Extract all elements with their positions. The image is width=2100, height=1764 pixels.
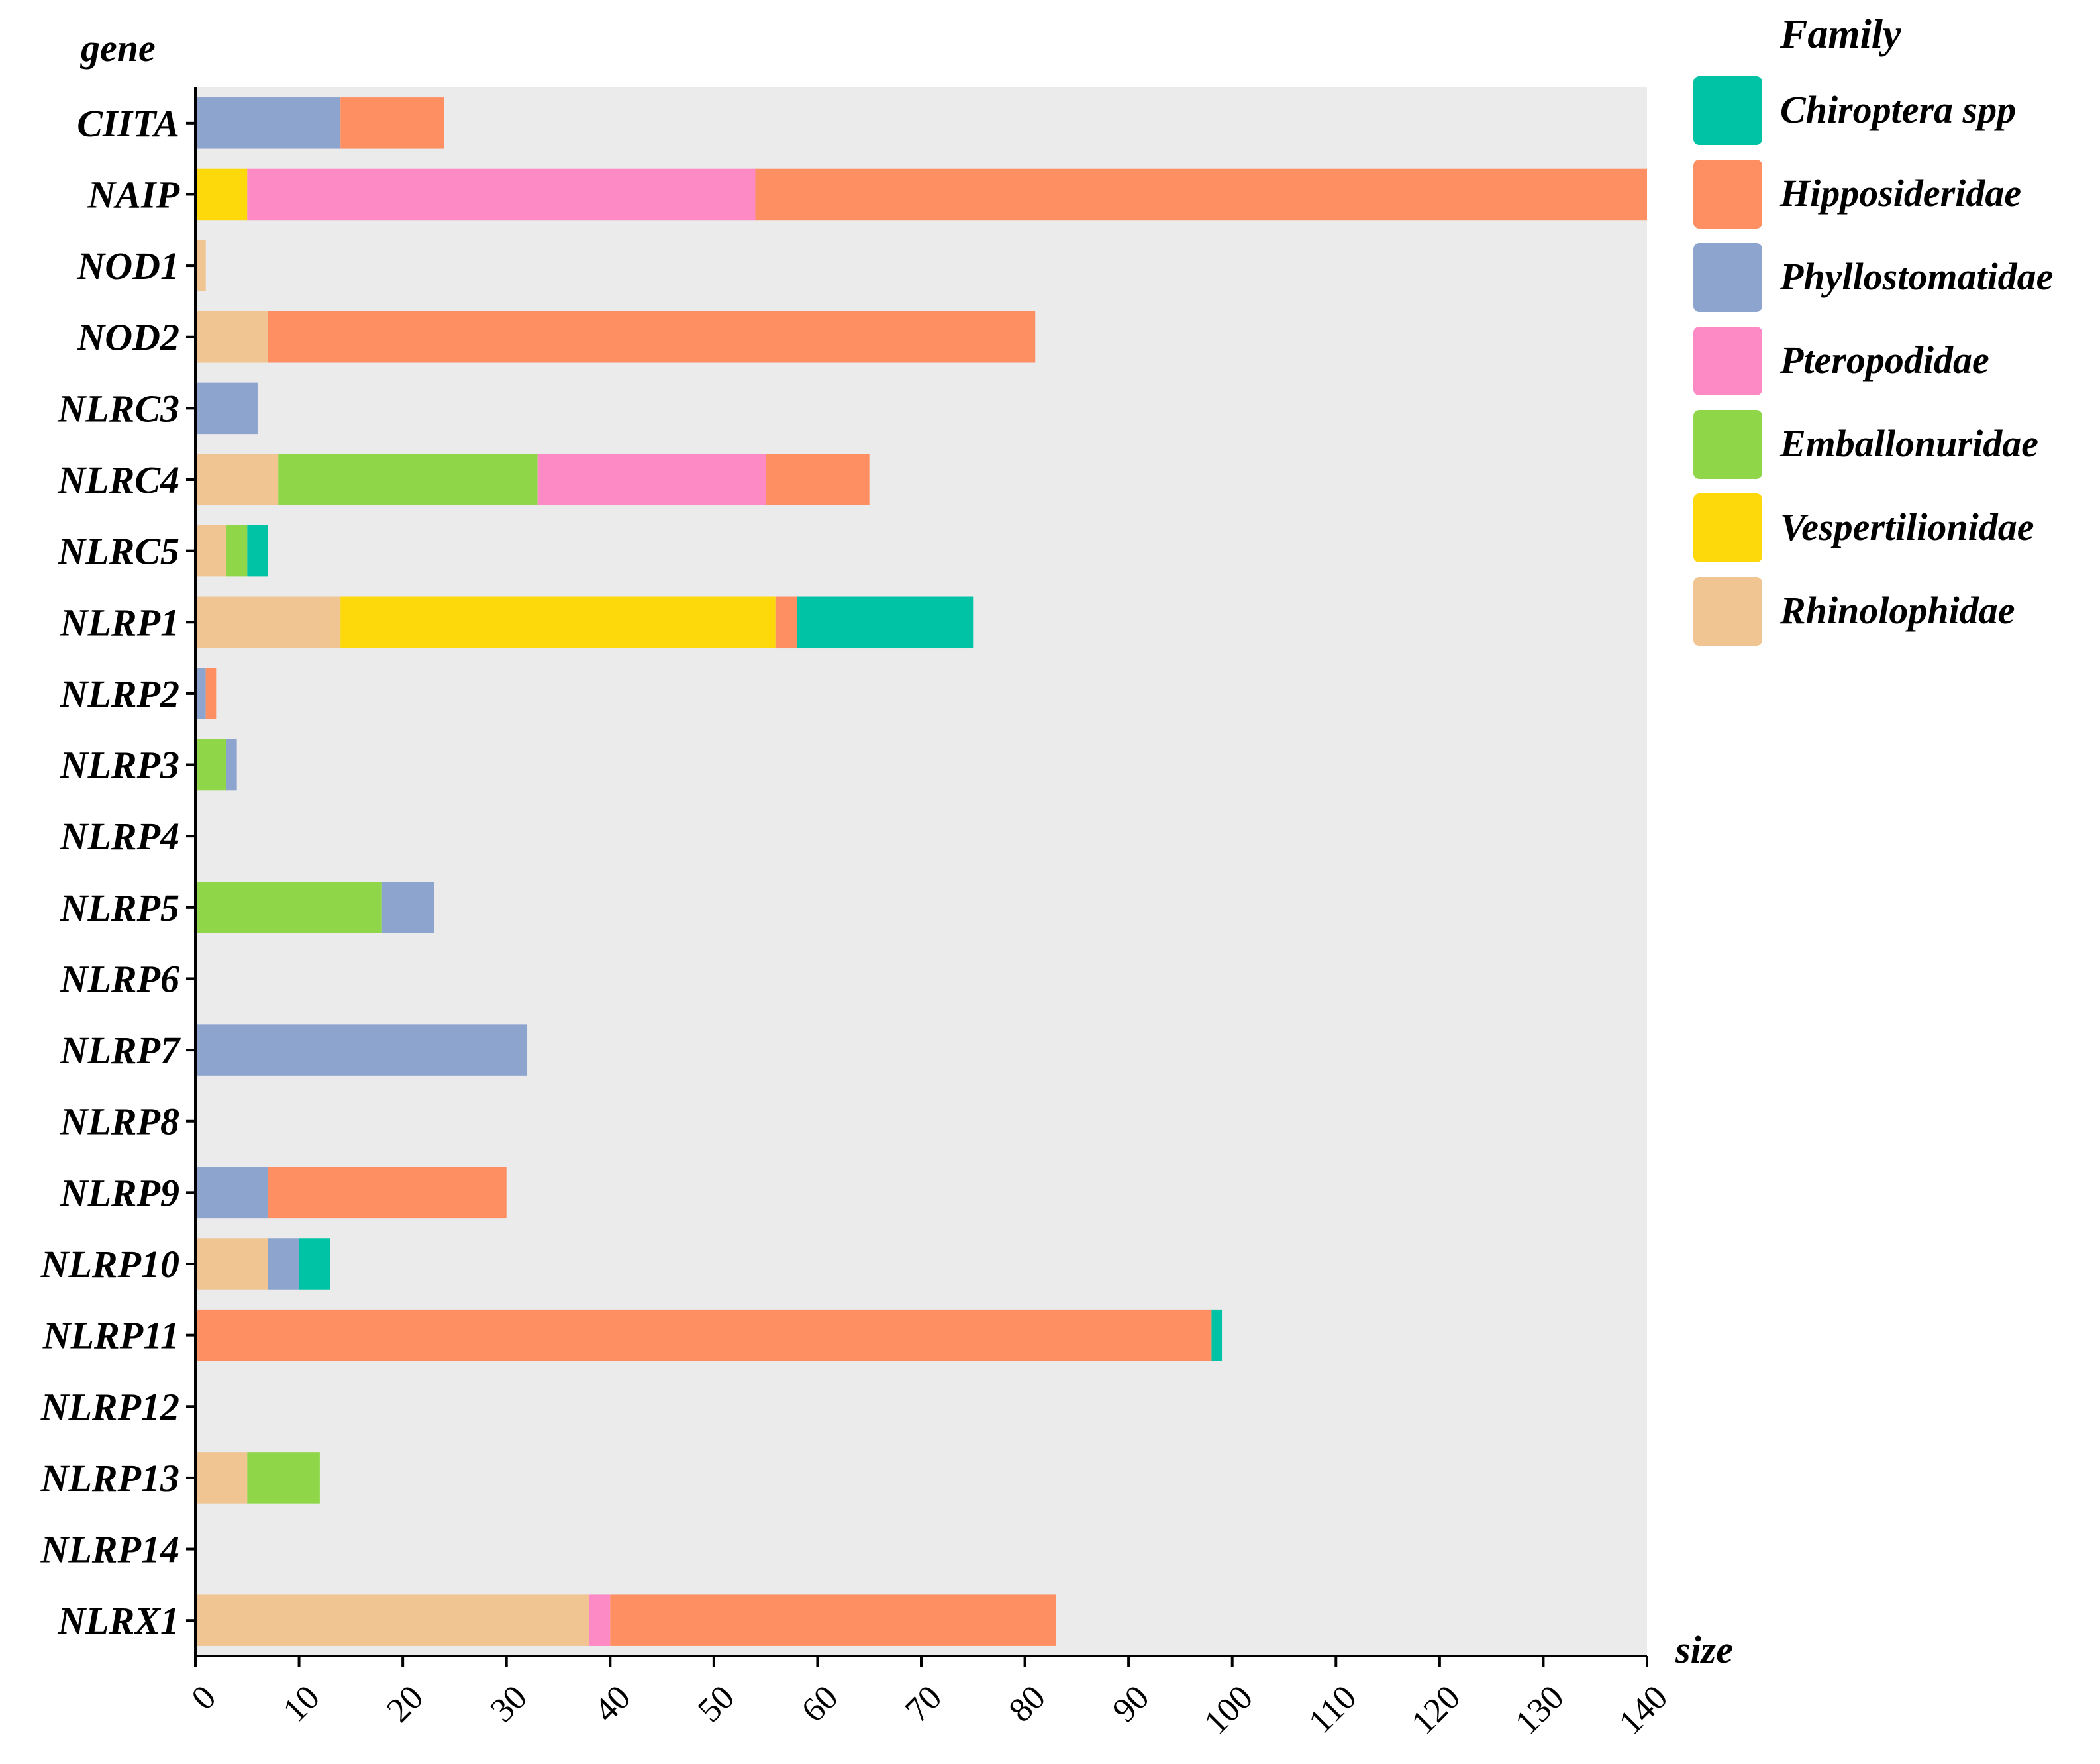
- bar-nlrc3-phyllostomatidae: [195, 382, 258, 435]
- legend-swatch-emballonuridae: [1693, 410, 1762, 479]
- bar-nlrp1-chiroptera-spp: [797, 596, 974, 649]
- bar-nlrp1-hipposideridae: [775, 596, 797, 649]
- bar-nlrp11-hipposideridae: [195, 1309, 1212, 1361]
- gene-labels: CIITA NAIP NOD1 NOD2 NLRC3 NLRC4 NLRC5 NLRP1 NLR…: [40, 102, 195, 1642]
- bar-nlrp1-rhinolophidae: [195, 596, 341, 649]
- bar-nlrp9-hipposideridae: [268, 1167, 507, 1219]
- gene-label-nlrp10: NLRP10: [40, 1243, 179, 1286]
- bar-nlrp10-rhinolophidae: [195, 1238, 268, 1290]
- gene-label-nlrp5: NLRP5: [60, 886, 179, 929]
- bar-nlrp10-phyllostomatidae: [268, 1238, 299, 1290]
- x-axis-title: size: [1675, 1628, 1733, 1671]
- legend-label-rhinolophidae: Rhinolophidae: [1779, 589, 2015, 632]
- legend-label-phyllostomatidae: Phyllostomatidae: [1779, 255, 2053, 298]
- bar-nlrp7-phyllostomatidae: [195, 1024, 528, 1076]
- gene-label-nlrp14: NLRP14: [40, 1528, 179, 1571]
- bar-naip-pteropodidae: [247, 168, 756, 221]
- legend-label-hipposideridae: Hipposideridae: [1779, 172, 2021, 215]
- bar-nlrc5-chiroptera-spp: [247, 525, 268, 577]
- bars-layer: [195, 97, 1647, 1646]
- gene-label-nlrp12: NLRP12: [40, 1385, 179, 1428]
- bar-nlrp2-hipposideridae: [205, 668, 217, 719]
- bar-nlrc5-rhinolophidae: [195, 525, 226, 577]
- bar-nlrx1-pteropodidae: [589, 1594, 611, 1646]
- y-axis-title: gene: [79, 26, 156, 70]
- gene-label-nlrc3: NLRC3: [57, 387, 179, 430]
- bar-ciita-hipposideridae: [340, 97, 444, 149]
- bar-nlrc4-hipposideridae: [766, 454, 870, 505]
- gene-label-nlrp6: NLRP6: [60, 957, 179, 1000]
- bar-nod1-rhinolophidae: [195, 240, 206, 291]
- gene-label-nlrp13: NLRP13: [40, 1457, 179, 1500]
- legend-swatch-pteropodidae: [1693, 327, 1762, 395]
- gene-label-nlrp9: NLRP9: [60, 1171, 179, 1214]
- legend-swatch-hipposideridae: [1693, 160, 1762, 229]
- gene-label-nlrp7: NLRP7: [60, 1029, 181, 1072]
- bar-nlrp11-chiroptera-spp: [1211, 1309, 1223, 1361]
- bar-nlrc5-emballonuridae: [226, 525, 248, 577]
- legend-swatch-rhinolophidae: [1693, 577, 1762, 646]
- gene-label-nlrp4: NLRP4: [60, 815, 179, 858]
- bar-nlrp13-rhinolophidae: [195, 1452, 248, 1504]
- bar-nlrp13-emballonuridae: [247, 1452, 320, 1504]
- bar-nlrp3-phyllostomatidae: [226, 739, 237, 791]
- bar-nod2-rhinolophidae: [195, 311, 268, 363]
- bar-nlrc4-emballonuridae: [278, 454, 538, 505]
- bar-nlrp3-emballonuridae: [195, 739, 226, 791]
- gene-label-nod1: NOD1: [76, 244, 179, 287]
- gene-label-ciita: CIITA: [77, 102, 179, 145]
- legend-label-chiroptera-spp: Chiroptera spp: [1780, 88, 2016, 131]
- legend-swatch-chiroptera-spp: [1693, 76, 1762, 145]
- gene-label-nlrc5: NLRC5: [57, 530, 179, 573]
- legend: Family Chiroptera spp Hipposideridae Phyll…: [1693, 12, 2053, 646]
- bar-nod2-hipposideridae: [268, 311, 1036, 363]
- gene-label-nlrx1: NLRX1: [57, 1599, 179, 1642]
- bar-nlrp5-phyllostomatidae: [381, 882, 434, 933]
- gene-label-nod2: NOD2: [76, 316, 179, 359]
- gene-label-nlrp1: NLRP1: [60, 601, 179, 644]
- bar-nlrc4-pteropodidae: [537, 454, 766, 505]
- gene-label-nlrp8: NLRP8: [60, 1100, 179, 1143]
- bar-nlrp9-phyllostomatidae: [195, 1167, 268, 1219]
- bar-nlrp2-phyllostomatidae: [195, 668, 206, 719]
- gene-label-nlrp2: NLRP2: [60, 672, 179, 715]
- bar-ciita-phyllostomatidae: [195, 97, 341, 149]
- legend-swatch-phyllostomatidae: [1693, 243, 1762, 312]
- legend-title: Family: [1779, 12, 1901, 57]
- legend-label-emballonuridae: Emballonuridae: [1779, 422, 2038, 465]
- bar-nlrx1-rhinolophidae: [195, 1594, 589, 1646]
- bar-nlrp5-emballonuridae: [195, 882, 382, 933]
- gene-label-naip: NAIP: [87, 173, 179, 216]
- bar-nlrc4-rhinolophidae: [195, 454, 279, 505]
- legend-label-vespertilionidae: Vespertilionidae: [1780, 505, 2034, 548]
- gene-label-nlrp3: NLRP3: [60, 744, 179, 787]
- legend-label-pteropodidae: Pteropodidae: [1779, 338, 1989, 382]
- gene-label-nlrp11: NLRP11: [42, 1314, 179, 1357]
- bar-nlrp1-vespertilionidae: [340, 596, 776, 649]
- legend-swatch-vespertilionidae: [1693, 493, 1762, 562]
- gene-label-nlrc4: NLRC4: [57, 458, 179, 501]
- bar-naip-vespertilionidae: [195, 168, 248, 221]
- bar-naip-hipposideridae: [755, 168, 1647, 221]
- bar-nlrp10-chiroptera-spp: [299, 1238, 330, 1290]
- bar-nlrx1-hipposideridae: [610, 1594, 1056, 1646]
